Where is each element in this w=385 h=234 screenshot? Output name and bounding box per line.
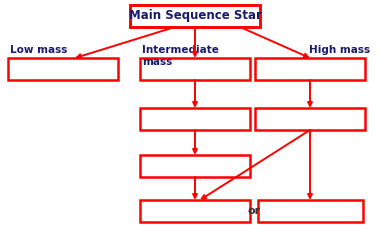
Bar (140, 108, 250, 130)
Bar (140, 200, 250, 222)
Text: Intermediate
mass: Intermediate mass (142, 45, 219, 67)
Bar (140, 155, 250, 177)
Bar (130, 5, 260, 27)
Bar (140, 58, 250, 80)
Text: Low mass: Low mass (10, 45, 67, 55)
Text: or: or (248, 206, 261, 216)
Text: High mass: High mass (309, 45, 370, 55)
Bar (255, 108, 365, 130)
Bar (8, 58, 118, 80)
Bar (255, 58, 365, 80)
Text: Main Sequence Star: Main Sequence Star (129, 10, 261, 22)
Bar (258, 200, 363, 222)
